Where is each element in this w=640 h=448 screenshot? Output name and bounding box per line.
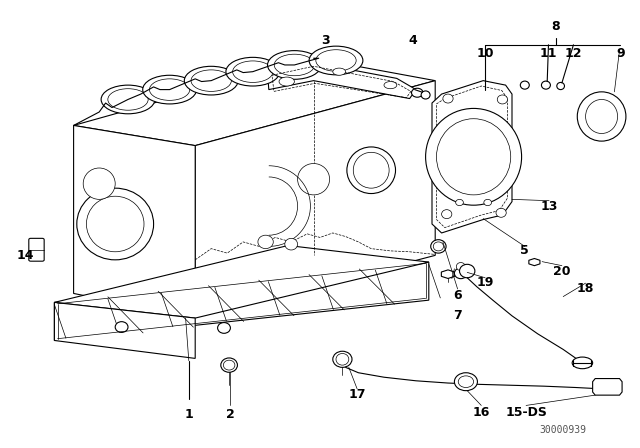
Ellipse shape bbox=[115, 322, 128, 332]
Ellipse shape bbox=[143, 75, 196, 104]
Ellipse shape bbox=[108, 89, 148, 110]
Text: 5: 5 bbox=[520, 244, 529, 258]
Ellipse shape bbox=[309, 46, 363, 75]
Ellipse shape bbox=[258, 235, 273, 249]
Ellipse shape bbox=[421, 91, 430, 99]
Ellipse shape bbox=[275, 54, 315, 76]
Ellipse shape bbox=[484, 199, 492, 206]
Text: 8: 8 bbox=[551, 20, 560, 34]
Polygon shape bbox=[54, 246, 429, 318]
Ellipse shape bbox=[426, 108, 522, 205]
Ellipse shape bbox=[442, 210, 452, 219]
Ellipse shape bbox=[191, 70, 232, 91]
Ellipse shape bbox=[431, 240, 446, 253]
Text: 10: 10 bbox=[476, 47, 494, 60]
Text: 12: 12 bbox=[564, 47, 582, 60]
Ellipse shape bbox=[496, 208, 506, 217]
Ellipse shape bbox=[460, 264, 475, 278]
Ellipse shape bbox=[456, 263, 465, 271]
Ellipse shape bbox=[456, 199, 463, 206]
Ellipse shape bbox=[384, 82, 397, 89]
Ellipse shape bbox=[150, 79, 190, 100]
Ellipse shape bbox=[279, 77, 294, 86]
Text: 11: 11 bbox=[540, 47, 557, 60]
Ellipse shape bbox=[316, 50, 356, 71]
Text: 30000939: 30000939 bbox=[540, 425, 587, 435]
Text: 6: 6 bbox=[453, 289, 462, 302]
Text: 4: 4 bbox=[408, 34, 417, 47]
Ellipse shape bbox=[497, 95, 508, 104]
Text: 20: 20 bbox=[553, 264, 571, 278]
Polygon shape bbox=[74, 125, 195, 318]
Polygon shape bbox=[54, 302, 195, 358]
Ellipse shape bbox=[542, 82, 550, 89]
Polygon shape bbox=[268, 63, 416, 99]
Ellipse shape bbox=[586, 99, 618, 134]
Ellipse shape bbox=[412, 88, 423, 97]
Polygon shape bbox=[442, 270, 454, 279]
Text: 19: 19 bbox=[476, 276, 494, 289]
Text: 15-DS: 15-DS bbox=[505, 405, 547, 419]
Text: 13: 13 bbox=[540, 199, 558, 213]
Ellipse shape bbox=[218, 323, 230, 333]
Text: 17: 17 bbox=[348, 388, 366, 401]
Ellipse shape bbox=[226, 57, 280, 86]
Ellipse shape bbox=[443, 94, 453, 103]
Ellipse shape bbox=[268, 51, 321, 79]
Ellipse shape bbox=[353, 152, 389, 188]
Polygon shape bbox=[432, 81, 512, 233]
Ellipse shape bbox=[454, 373, 477, 391]
Polygon shape bbox=[529, 258, 540, 266]
FancyBboxPatch shape bbox=[29, 238, 44, 261]
Ellipse shape bbox=[572, 357, 593, 369]
Ellipse shape bbox=[86, 196, 144, 252]
Ellipse shape bbox=[184, 66, 238, 95]
Ellipse shape bbox=[285, 238, 298, 250]
Ellipse shape bbox=[557, 82, 564, 90]
Polygon shape bbox=[74, 58, 435, 146]
Text: 16: 16 bbox=[472, 405, 490, 419]
Ellipse shape bbox=[433, 242, 444, 251]
Ellipse shape bbox=[221, 358, 237, 372]
Text: 14: 14 bbox=[17, 249, 35, 262]
Text: 3: 3 bbox=[321, 34, 330, 47]
Ellipse shape bbox=[298, 164, 330, 195]
Ellipse shape bbox=[77, 188, 154, 260]
Ellipse shape bbox=[83, 168, 115, 199]
Ellipse shape bbox=[577, 92, 626, 141]
Polygon shape bbox=[54, 262, 429, 340]
Ellipse shape bbox=[458, 376, 474, 388]
Text: 7: 7 bbox=[453, 309, 462, 323]
Text: 9: 9 bbox=[616, 47, 625, 60]
Text: 1: 1 bbox=[184, 408, 193, 421]
Text: 2: 2 bbox=[226, 408, 235, 421]
Ellipse shape bbox=[520, 81, 529, 89]
Ellipse shape bbox=[336, 353, 349, 365]
Ellipse shape bbox=[333, 68, 346, 75]
Ellipse shape bbox=[436, 119, 511, 195]
Ellipse shape bbox=[233, 61, 273, 82]
Ellipse shape bbox=[541, 81, 550, 89]
Text: 18: 18 bbox=[577, 282, 595, 296]
Ellipse shape bbox=[347, 147, 396, 194]
Ellipse shape bbox=[454, 268, 467, 279]
Ellipse shape bbox=[101, 85, 155, 114]
Polygon shape bbox=[593, 379, 622, 395]
Polygon shape bbox=[195, 81, 435, 318]
Ellipse shape bbox=[333, 351, 352, 367]
Ellipse shape bbox=[223, 360, 235, 370]
